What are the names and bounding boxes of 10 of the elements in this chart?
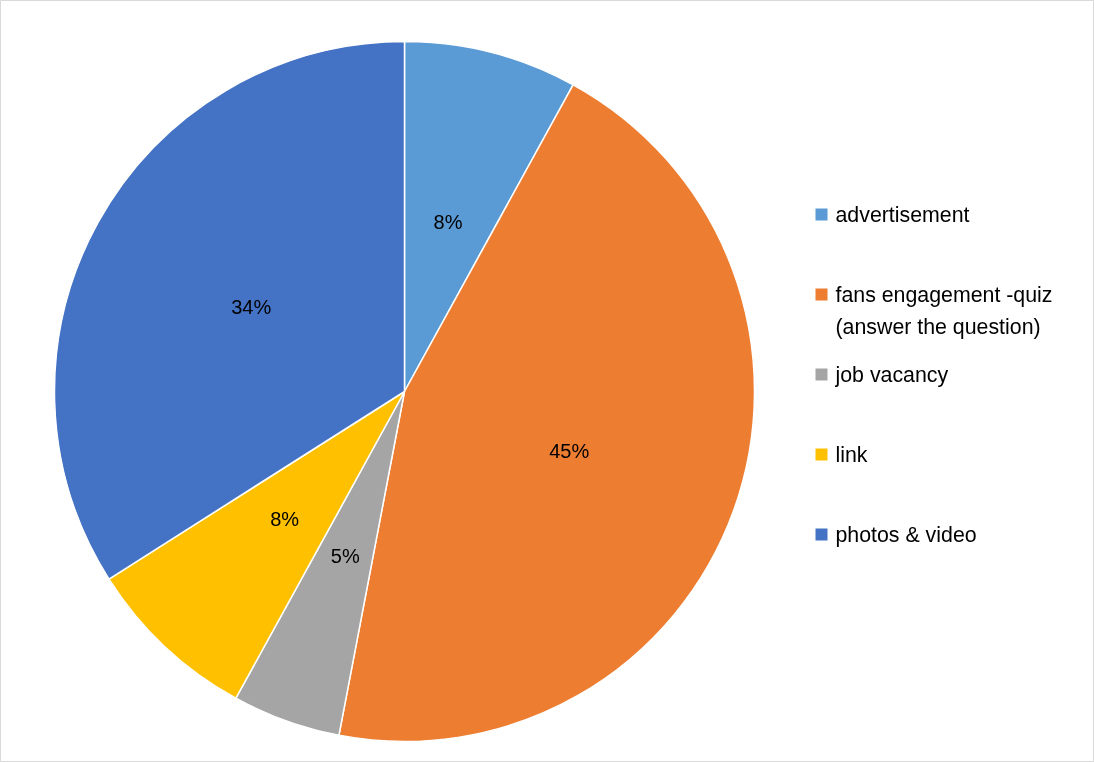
data-label: 5% xyxy=(330,545,360,568)
data-label: 45% xyxy=(549,439,590,462)
data-label: 34% xyxy=(231,296,272,319)
legend-label: advertisement xyxy=(835,202,970,227)
legend-label: link xyxy=(835,442,868,467)
data-label: 8% xyxy=(270,508,300,531)
legend-label: photos & video xyxy=(835,522,977,547)
data-label: 8% xyxy=(433,211,463,233)
legend-label: fans engagement -quiz (answer the question) xyxy=(835,282,1053,339)
legend-label: job vacancy xyxy=(834,362,949,387)
